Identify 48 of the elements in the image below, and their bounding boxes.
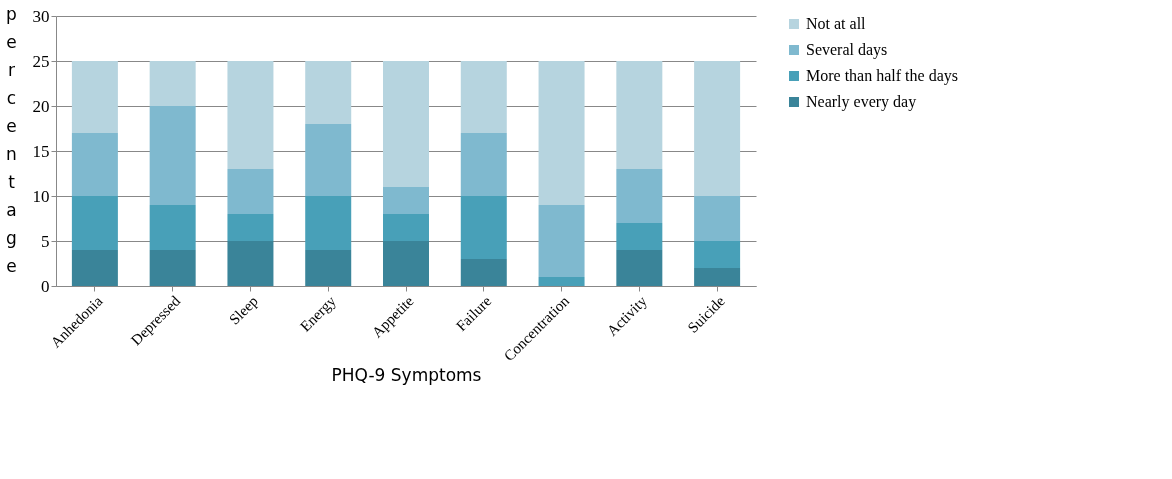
- bar: [460, 259, 507, 286]
- bar: [71, 196, 118, 250]
- bar: [538, 61, 585, 205]
- x-axis-title: PHQ-9 Symptoms: [331, 365, 482, 386]
- bar: [227, 214, 274, 241]
- y-tick-label: 30: [32, 6, 50, 26]
- bar: [383, 61, 429, 187]
- bar: [616, 169, 663, 223]
- bar: [694, 241, 741, 268]
- bar: [227, 241, 274, 286]
- bar: [71, 133, 118, 196]
- y-tick-label: 5: [41, 231, 50, 251]
- bar: [305, 250, 352, 286]
- bar: [71, 250, 118, 286]
- bar: [305, 61, 352, 124]
- bar: [305, 124, 352, 196]
- bar: [694, 196, 741, 241]
- bar: [149, 61, 196, 106]
- bar: [383, 241, 429, 286]
- legend-label: Nearly every day: [806, 93, 917, 111]
- y-tick-label: 20: [32, 96, 50, 116]
- y-tick-label: 15: [32, 141, 50, 161]
- bar: [227, 169, 274, 214]
- legend-label: More than half the days: [806, 67, 958, 85]
- bar: [227, 61, 274, 169]
- bar: [71, 61, 118, 133]
- legend-label: Several days: [806, 41, 888, 59]
- bar: [383, 187, 429, 214]
- bar: [538, 205, 585, 277]
- bar: [149, 250, 196, 286]
- bar: [616, 223, 663, 250]
- y-tick-label: 10: [32, 186, 50, 206]
- text: percentage: [6, 3, 17, 276]
- bar: [149, 205, 196, 250]
- bar: [694, 61, 741, 196]
- bar: [616, 61, 663, 169]
- bar: [694, 268, 741, 286]
- bar: [305, 196, 352, 250]
- bar: [149, 106, 196, 205]
- y-tick-label: 25: [32, 51, 50, 71]
- bar: [616, 250, 663, 286]
- bar: [460, 196, 507, 259]
- legend-label: Not at all: [806, 15, 867, 32]
- bar: [460, 133, 507, 196]
- y-tick-label: 0: [41, 276, 50, 296]
- bar: [538, 277, 585, 286]
- bar: [460, 61, 507, 133]
- bar: [383, 214, 429, 241]
